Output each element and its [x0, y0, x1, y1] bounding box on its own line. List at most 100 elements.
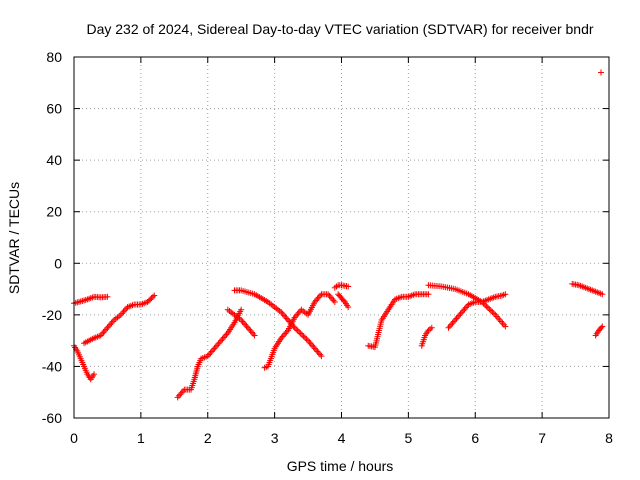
y-tick-label: 60 [46, 101, 62, 117]
data-point [598, 324, 605, 331]
data-point [175, 392, 182, 399]
data-point [239, 318, 246, 325]
data-point [297, 330, 304, 337]
data-point [305, 337, 312, 344]
data-point [247, 327, 254, 334]
data-point [331, 298, 338, 305]
data-point [314, 348, 321, 355]
data-point [291, 324, 298, 331]
data-point [452, 317, 459, 324]
data-point [107, 321, 114, 328]
data-point [460, 307, 467, 314]
y-tick-label: 20 [46, 204, 62, 220]
data-point [425, 291, 432, 298]
data-point [502, 323, 509, 330]
y-tick-label: 80 [46, 49, 62, 65]
data-point [243, 323, 250, 330]
data-point [246, 326, 253, 333]
data-point [148, 295, 155, 302]
data-point [216, 339, 223, 346]
data-point [121, 307, 128, 314]
data-point [315, 350, 322, 357]
data-point [211, 345, 218, 352]
data-point [453, 315, 460, 322]
data-point [119, 310, 126, 317]
data-point [294, 327, 301, 334]
data-point [446, 323, 453, 330]
data-point [282, 330, 289, 337]
data-point [489, 308, 496, 315]
x-tick-label: 1 [137, 430, 145, 446]
data-point [105, 323, 112, 330]
data-point [458, 309, 465, 316]
data-point [461, 306, 468, 313]
data-point [303, 336, 310, 343]
data-point [250, 330, 257, 337]
data-point [330, 297, 337, 304]
data-point [317, 351, 324, 358]
data-point [597, 69, 604, 76]
x-tick-label: 8 [605, 430, 613, 446]
data-point [302, 334, 309, 341]
data-point [149, 293, 156, 300]
data-point [484, 304, 491, 311]
data-point [101, 327, 108, 334]
x-tick-label: 4 [338, 430, 346, 446]
points-layer [71, 69, 606, 401]
x-tick-label: 3 [271, 430, 279, 446]
data-point [428, 324, 435, 331]
x-tick-label: 0 [70, 430, 78, 446]
data-point [219, 336, 226, 343]
data-point [318, 353, 325, 360]
y-tick-label: 0 [54, 255, 62, 271]
y-tick-label: -40 [42, 358, 62, 374]
data-point [109, 318, 116, 325]
data-point [104, 324, 111, 331]
data-point [326, 292, 333, 299]
data-point [210, 346, 217, 353]
data-point [313, 346, 320, 353]
data-point [456, 312, 463, 319]
x-tick-label: 5 [404, 430, 412, 446]
data-point [104, 293, 111, 300]
data-point [280, 331, 287, 338]
data-point [306, 339, 313, 346]
data-point [445, 324, 452, 331]
data-point [299, 331, 306, 338]
data-point [317, 292, 324, 299]
x-tick-label: 6 [471, 430, 479, 446]
data-point [177, 391, 184, 398]
data-point [448, 321, 455, 328]
data-point [599, 323, 606, 330]
data-point [329, 295, 336, 302]
data-point [222, 333, 229, 340]
data-point [180, 388, 187, 395]
data-point [449, 320, 456, 327]
data-point [340, 297, 347, 304]
data-point [145, 297, 152, 304]
data-point [483, 303, 490, 310]
data-point [282, 313, 289, 320]
data-point [285, 317, 291, 324]
data-point [238, 306, 245, 313]
data-point [207, 350, 214, 357]
data-point [151, 292, 158, 299]
data-point [215, 340, 222, 347]
data-point [91, 371, 98, 378]
data-point [345, 283, 352, 290]
data-point [108, 320, 115, 327]
data-point [502, 291, 509, 298]
data-point [103, 326, 110, 333]
data-point [310, 343, 317, 350]
data-point [309, 342, 316, 349]
data-point [296, 329, 303, 336]
data-point [251, 332, 258, 339]
data-point [345, 304, 352, 311]
data-point [218, 337, 225, 344]
data-point [208, 348, 215, 355]
data-point [212, 343, 219, 350]
data-point [100, 329, 107, 336]
data-point [144, 298, 151, 305]
data-point [327, 294, 334, 301]
data-point [242, 321, 249, 328]
